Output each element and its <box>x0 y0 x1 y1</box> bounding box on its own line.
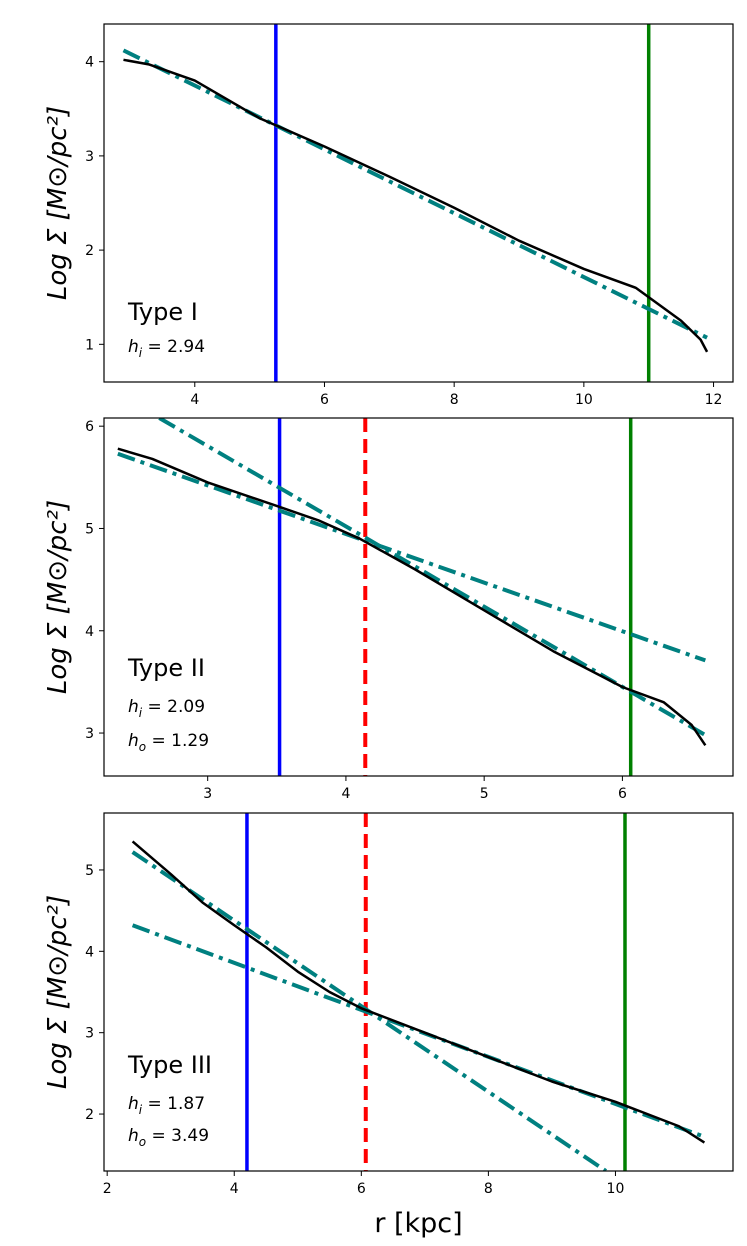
x-axis-label: r [kpc] <box>374 1208 462 1239</box>
chart-panel-bottom: 2 4 6 8 10 2 3 4 5 Log Σ [M⊙/pc²] r [kpc] Type III h… <box>43 812 734 1239</box>
plot-area <box>122 24 709 382</box>
surface-density-profile <box>117 447 707 747</box>
x-tick-label: 8 <box>450 392 459 408</box>
x-tick-label: 8 <box>484 1181 493 1197</box>
fit-inner <box>122 48 708 340</box>
type-label: Type I <box>127 298 198 326</box>
plot-area <box>131 813 706 1171</box>
x-tick-label: 10 <box>575 392 593 408</box>
surface-density-profile <box>131 840 706 1144</box>
y-axis-label: Log Σ [M⊙/pc²] <box>43 500 73 694</box>
surface-density-profile <box>123 58 709 353</box>
x-tick-label: 5 <box>480 786 489 802</box>
fit-inner <box>117 451 707 663</box>
inner-scale-length-label: hi = 2.09 <box>128 697 205 720</box>
axes-frame <box>103 23 734 383</box>
plot-area <box>117 418 707 776</box>
x-tick-label: 6 <box>320 392 329 408</box>
inner-scale-length-label: hi = 2.94 <box>128 337 205 360</box>
inner-scale-length-label: hi = 1.87 <box>128 1094 205 1117</box>
y-tick-label: 3 <box>85 1026 94 1042</box>
y-axis-label: Log Σ [M⊙/pc²] <box>43 106 73 300</box>
y-axis-label: Log Σ [M⊙/pc²] <box>43 895 73 1089</box>
x-tick-label: 4 <box>190 392 199 408</box>
y-tick-label: 4 <box>85 944 94 960</box>
x-tick-label: 4 <box>230 1181 239 1197</box>
y-tick-label: 4 <box>85 624 94 640</box>
type-label: Type II <box>127 654 205 682</box>
x-tick-label: 6 <box>618 786 627 802</box>
x-tick-label: 3 <box>203 786 212 802</box>
x-tick-label: 12 <box>705 392 723 408</box>
y-tick-label: 1 <box>85 337 94 353</box>
chart-panel-middle: 3 4 5 6 3 4 5 6 Log Σ [M⊙/pc²] Type II hi = 2.09 ho… <box>43 417 734 802</box>
y-tick-label: 3 <box>85 149 94 165</box>
y-tick-label: 2 <box>85 1107 94 1123</box>
y-tick-label: 2 <box>85 243 94 259</box>
x-tick-label: 10 <box>607 1181 625 1197</box>
y-tick-label: 4 <box>85 55 94 71</box>
axes-frame <box>103 812 734 1172</box>
type-label: Type III <box>127 1051 212 1079</box>
y-tick-label: 5 <box>85 521 94 537</box>
axes-frame <box>103 417 734 777</box>
y-tick-label: 6 <box>85 419 94 435</box>
y-tick-label: 3 <box>85 726 94 742</box>
x-tick-label: 6 <box>357 1181 366 1197</box>
y-tick-label: 5 <box>85 863 94 879</box>
x-tick-label: 2 <box>103 1181 112 1197</box>
outer-scale-length-label: ho = 1.29 <box>128 731 209 754</box>
outer-scale-length-label: ho = 3.49 <box>128 1126 209 1149</box>
x-tick-label: 4 <box>341 786 350 802</box>
